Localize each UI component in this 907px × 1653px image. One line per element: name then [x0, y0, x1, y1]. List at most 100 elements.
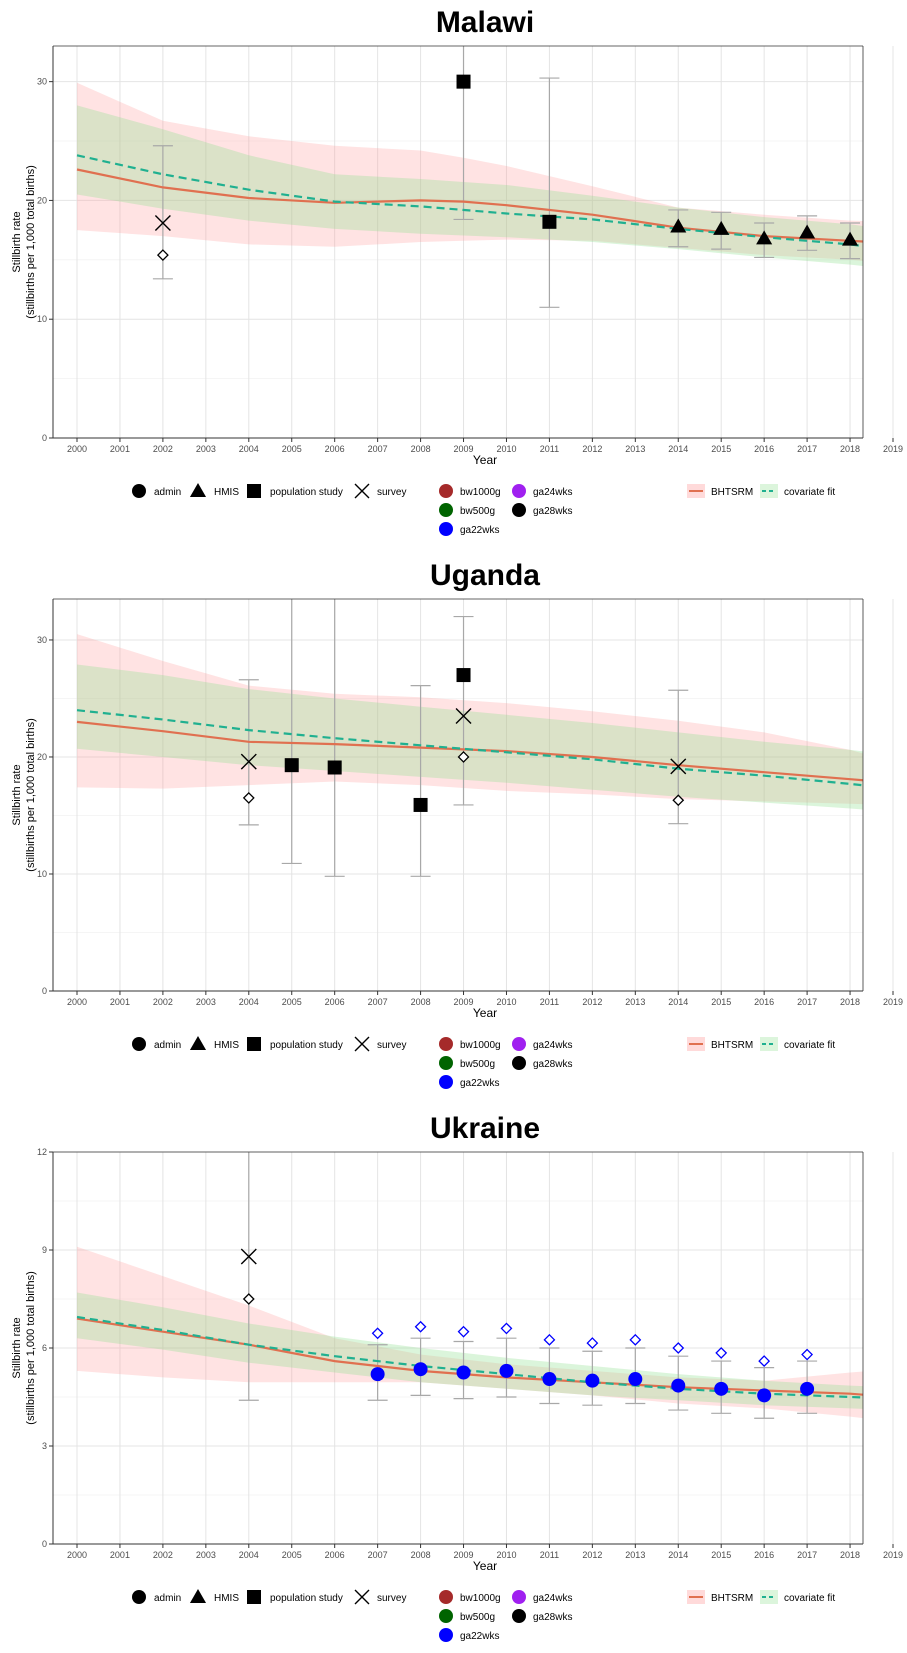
- legend-label-HMIS: HMIS: [214, 487, 239, 498]
- x-tick-label: 2015: [711, 444, 731, 454]
- data-point-admin: [800, 1381, 815, 1396]
- legend-label-survey: survey: [377, 1040, 406, 1051]
- x-tick-label: 2001: [110, 444, 130, 454]
- x-tick-label: 2016: [754, 997, 774, 1007]
- legend-label-population-study: population study: [270, 487, 343, 498]
- legend-label-bw1000g: bw1000g: [460, 487, 501, 498]
- adjusted-point: [156, 249, 169, 261]
- adjusted-point: [801, 1348, 814, 1361]
- x-tick-label: 2004: [239, 1550, 259, 1560]
- adjusted-point: [371, 1327, 384, 1340]
- legend-label-bw500g: bw500g: [460, 506, 495, 517]
- x-tick-label: 2002: [153, 997, 173, 1007]
- y-axis-label: Stillbirth rate: [11, 1317, 23, 1378]
- legend-dot-bw1000g: [439, 484, 453, 498]
- x-tick-label: 2006: [325, 1550, 345, 1560]
- x-tick-label: 2014: [668, 444, 688, 454]
- legend-marker-population-study: [247, 1037, 261, 1051]
- x-tick-label: 2009: [454, 997, 474, 1007]
- x-tick-label: 2005: [282, 444, 302, 454]
- legend: admin HMIS population study survey bw1000g ga…: [132, 1588, 835, 1642]
- x-tick-label: 2017: [797, 1550, 817, 1560]
- y-axis-label: Stillbirth rate: [11, 764, 23, 825]
- legend-label-ga24wks: ga24wks: [533, 1040, 572, 1051]
- legend-label-bhtsrm: BHTSRM: [711, 1040, 753, 1051]
- legend-dot-bw1000g: [439, 1590, 453, 1604]
- x-tick-label: 2014: [668, 997, 688, 1007]
- legend-dot-ga22wks: [439, 1628, 453, 1642]
- y-axis-label-units: (stillbirths per 1,000 total births): [25, 1271, 37, 1424]
- x-tick-label: 2011: [540, 444, 559, 454]
- data-point-population-study: [413, 797, 428, 812]
- x-tick-label: 2002: [153, 1550, 173, 1560]
- chart-panel-uganda: 0 10 20 30 2000 2001 2002 2003 2004 2005 2006 2007 2…: [11, 559, 903, 1089]
- data-point-population-study: [456, 74, 471, 89]
- legend-dot-ga24wks: [512, 484, 526, 498]
- data-point-HMIS: [756, 230, 773, 245]
- legend-label-ga28wks: ga28wks: [533, 506, 572, 517]
- ribbon-bhtsrm: [77, 82, 863, 261]
- y-axis-label-units: (stillbirths per 1,000 total births): [25, 165, 37, 318]
- x-tick-label: 2018: [840, 1550, 860, 1560]
- chart-title: Uganda: [430, 559, 540, 592]
- x-tick-label: 2001: [110, 997, 130, 1007]
- legend-label-ga24wks: ga24wks: [533, 487, 572, 498]
- x-tick-label: 2015: [711, 1550, 731, 1560]
- x-tick-label: 2000: [67, 997, 87, 1007]
- ribbon-covariate-fit: [77, 1292, 863, 1409]
- legend-label-covariate-fit: covariate fit: [784, 1040, 835, 1051]
- x-tick-label: 2012: [582, 444, 602, 454]
- x-tick-label: 2003: [196, 444, 216, 454]
- y-tick-label: 0: [42, 433, 47, 443]
- x-tick-label: 2010: [496, 997, 516, 1007]
- adjusted-point: [457, 751, 470, 763]
- legend-marker-survey: [354, 483, 370, 499]
- adjusted-point: [543, 1333, 556, 1346]
- x-tick-label: 2008: [411, 997, 431, 1007]
- x-tick-label: 2003: [196, 997, 216, 1007]
- series-line-covariate-fit: [76, 709, 863, 787]
- x-tick-label: 2019: [883, 997, 903, 1007]
- legend-label-ga22wks: ga22wks: [460, 1078, 499, 1089]
- series-line-bhtsrm: [76, 168, 863, 243]
- chart-title: Ukraine: [430, 1112, 540, 1145]
- x-tick-label: 2007: [368, 1550, 388, 1560]
- legend-label-covariate-fit: covariate fit: [784, 487, 835, 498]
- ribbon-bhtsrm: [77, 634, 863, 805]
- data-point-survey: [240, 1248, 257, 1265]
- data-point-admin: [370, 1367, 385, 1382]
- adjusted-point: [457, 1325, 470, 1338]
- x-tick-label: 2000: [67, 444, 87, 454]
- plot-content: [76, 46, 863, 308]
- x-axis-label: Year: [473, 1559, 497, 1573]
- legend-label-bhtsrm: BHTSRM: [711, 487, 753, 498]
- x-tick-label: 2013: [625, 1550, 645, 1560]
- legend-label-ga24wks: ga24wks: [533, 1593, 572, 1604]
- data-point-population-study: [284, 758, 299, 773]
- data-point-admin: [628, 1372, 643, 1387]
- x-tick-label: 2017: [797, 997, 817, 1007]
- adjusted-point: [242, 792, 255, 804]
- x-tick-label: 2018: [840, 997, 860, 1007]
- legend-label-ga28wks: ga28wks: [533, 1059, 572, 1070]
- x-tick-label: 2016: [754, 1550, 774, 1560]
- x-tick-label: 2016: [754, 444, 774, 454]
- legend-marker-HMIS: [189, 1588, 207, 1603]
- x-axis-label: Year: [473, 1006, 497, 1020]
- legend-marker-survey: [354, 1589, 370, 1605]
- legend-marker-admin: [132, 1590, 146, 1604]
- data-point-HMIS: [842, 231, 859, 246]
- y-tick-label: 0: [42, 1539, 47, 1549]
- plot-content: [76, 1152, 863, 1419]
- x-tick-label: 2019: [883, 1550, 903, 1560]
- legend-label-bw1000g: bw1000g: [460, 1593, 501, 1604]
- y-axis-label-units: (stillbirths per 1,000 total births): [25, 718, 37, 871]
- y-tick-label: 0: [42, 986, 47, 996]
- data-point-survey: [455, 708, 472, 725]
- adjusted-point: [672, 794, 685, 807]
- legend-dot-ga24wks: [512, 1037, 526, 1051]
- y-tick-label: 3: [42, 1441, 47, 1451]
- adjusted-point: [586, 1337, 599, 1350]
